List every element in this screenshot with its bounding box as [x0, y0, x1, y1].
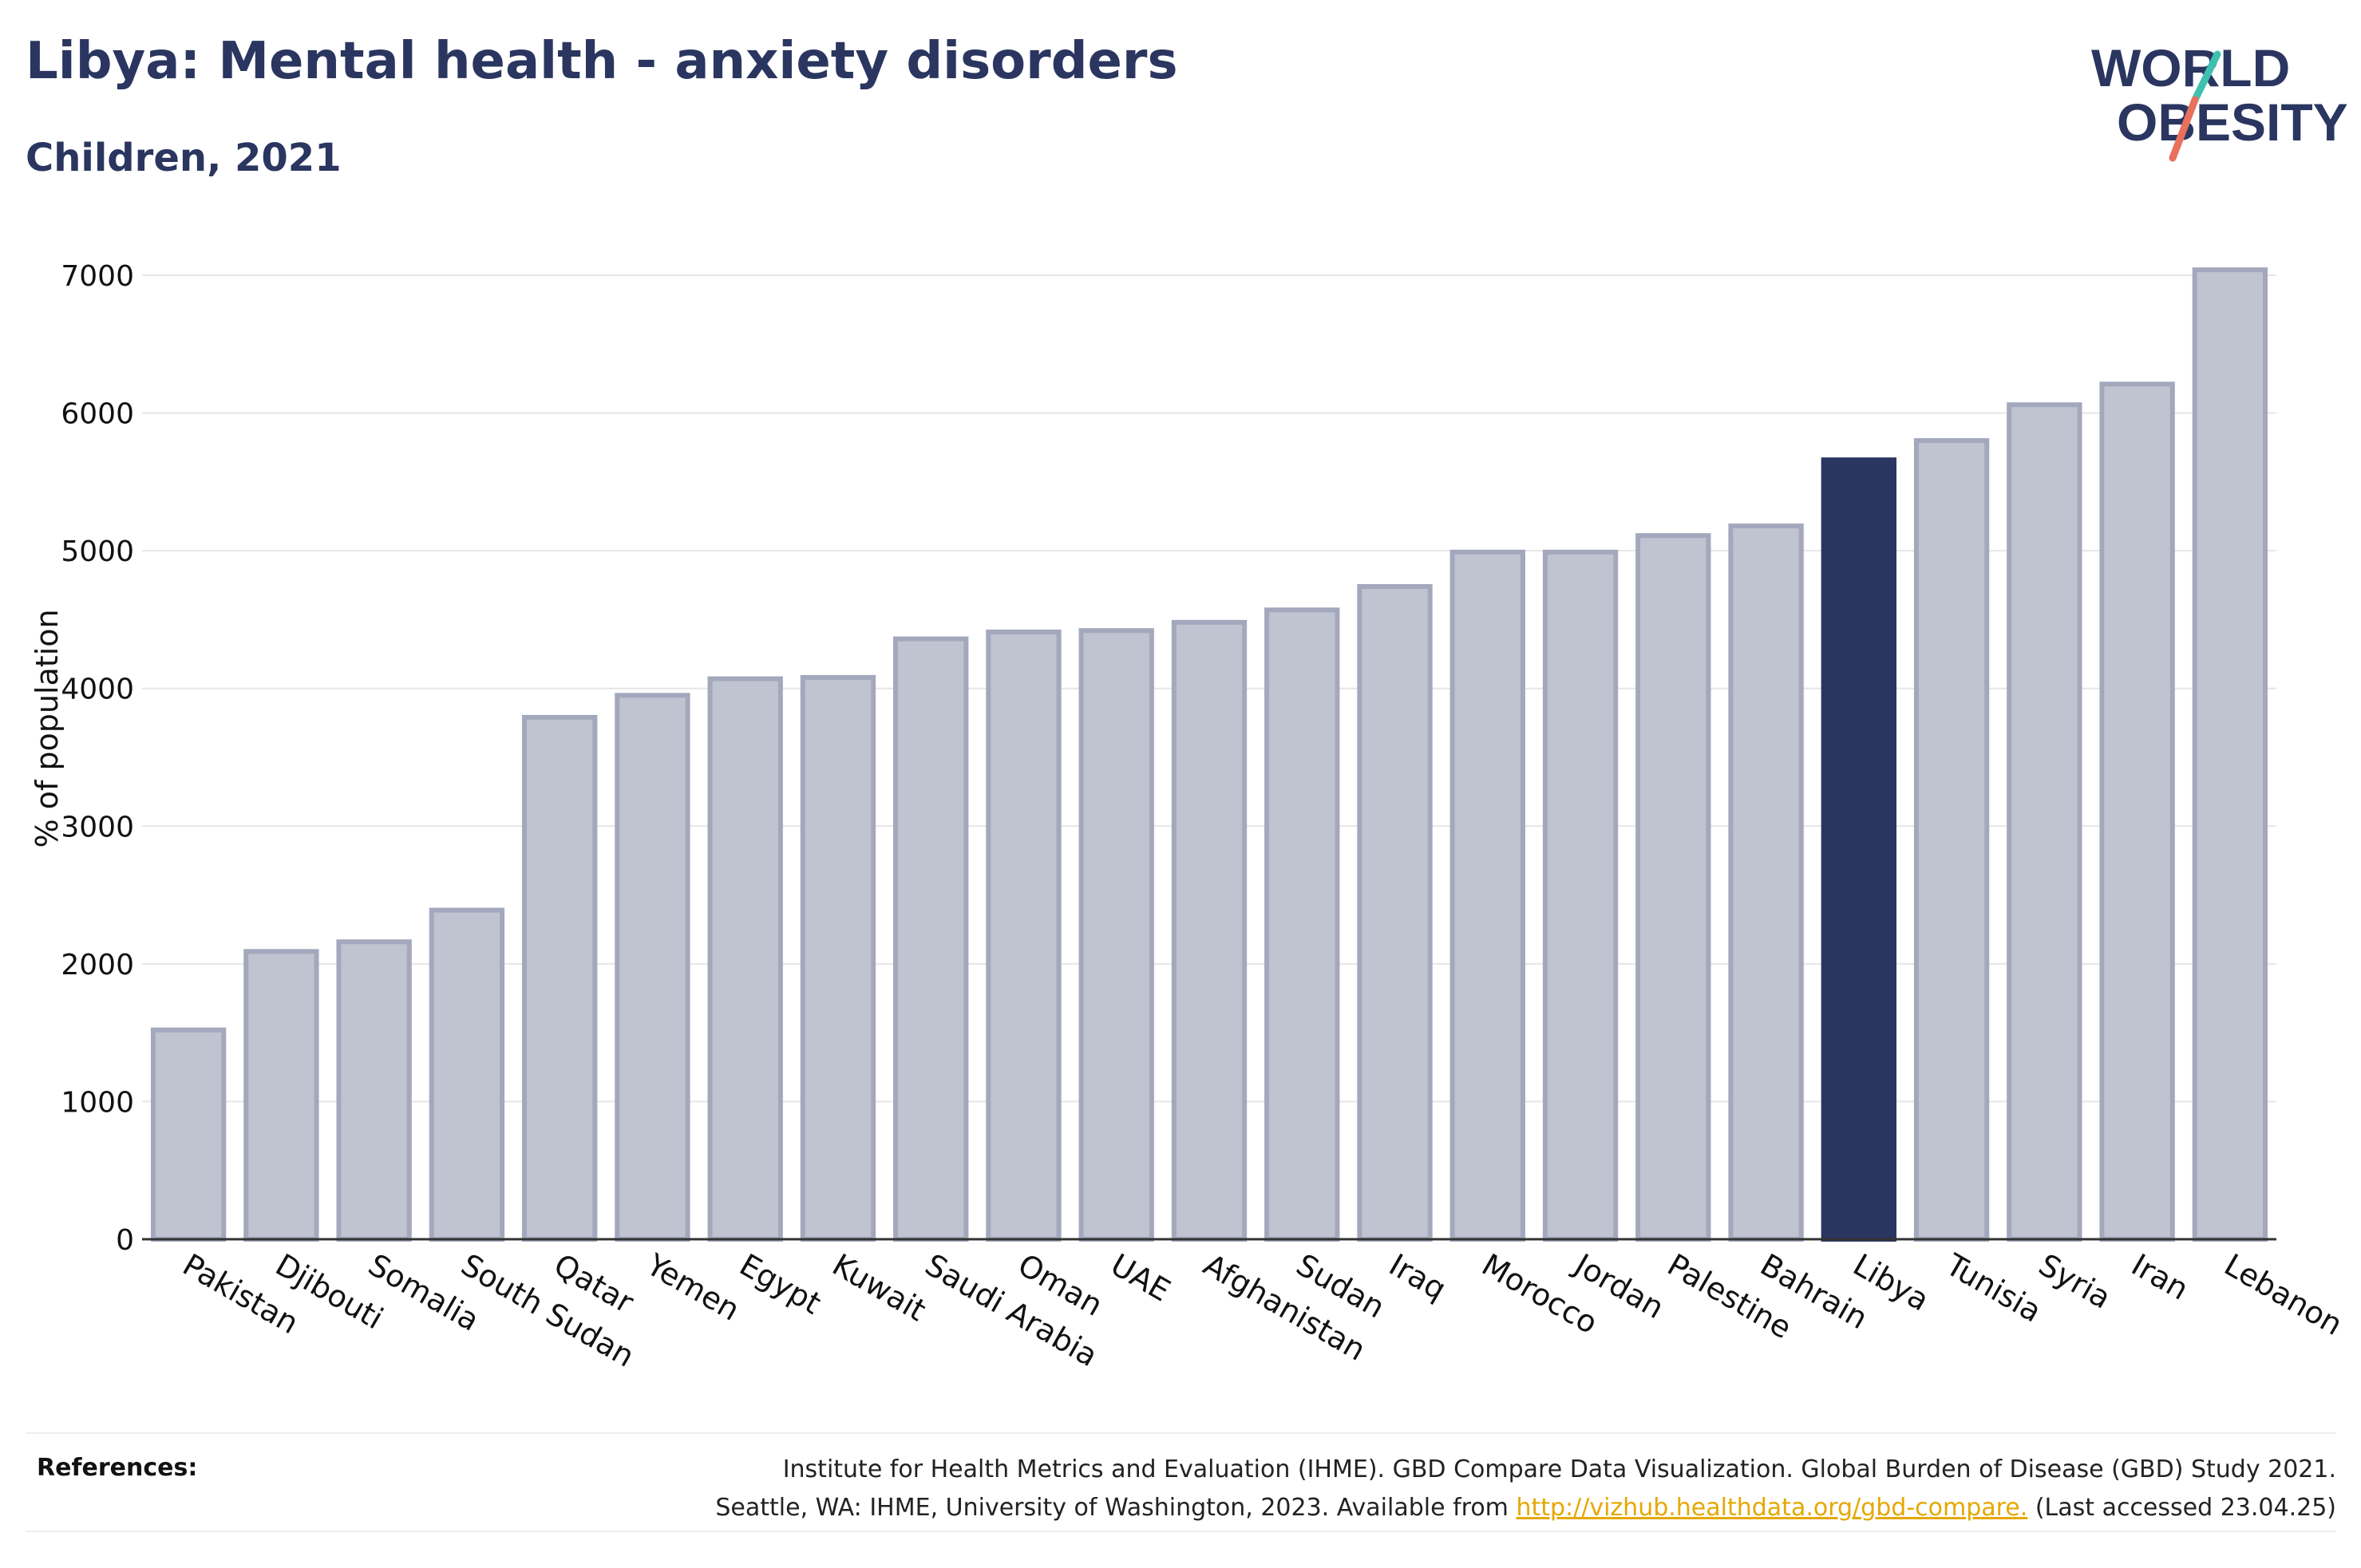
references-text: Institute for Health Metrics and Evaluat…: [500, 1451, 2336, 1527]
logo-slash-teal: [2191, 50, 2221, 104]
footer-divider-top: [26, 1432, 2336, 1434]
references-line-2-suffix: (Last accessed 23.04.25): [2027, 1494, 2336, 1522]
y-tick-labels: 0 1000 2000 3000 4000 5000 6000 7000: [61, 260, 134, 1257]
y-tick-label-5000: 5000: [61, 535, 134, 568]
x-tick-label-iran: Iran: [2126, 1247, 2194, 1307]
bar-egypt: [707, 676, 783, 1242]
bar-syria: [2007, 402, 2082, 1242]
y-axis-label: % of population: [30, 609, 65, 847]
y-tick-label-1000: 1000: [61, 1086, 134, 1119]
bar-palestine: [1635, 533, 1711, 1242]
bar-morocco: [1449, 549, 1525, 1242]
x-tick-label-iraq: Iraq: [1383, 1247, 1452, 1307]
bar-oman: [986, 629, 1062, 1242]
bar-jordan: [1542, 549, 1619, 1242]
x-tick-label-syria: Syria: [2033, 1247, 2117, 1316]
y-tick-label-6000: 6000: [61, 398, 134, 431]
bar-uae: [1078, 628, 1154, 1242]
x-tick-label-egypt: Egypt: [734, 1247, 827, 1321]
bar-kuwait: [800, 674, 876, 1242]
references-line-2: Seattle, WA: IHME, University of Washing…: [500, 1489, 2336, 1527]
footer-divider-bottom: [26, 1530, 2336, 1532]
bar-bahrain: [1728, 523, 1804, 1242]
y-tick-label-7000: 7000: [61, 260, 134, 293]
references-line-2-prefix: Seattle, WA: IHME, University of Washing…: [715, 1494, 1517, 1522]
gbd-compare-link[interactable]: http://vizhub.healthdata.org/gbd-compare…: [1516, 1494, 2028, 1522]
bars: [150, 267, 2268, 1242]
x-tick-label-uae: UAE: [1105, 1247, 1176, 1309]
chart-title: Libya: Mental health - anxiety disorders: [26, 32, 1178, 91]
world-obesity-logo: WORLD OBESITY: [2091, 38, 2347, 162]
references-line-1: Institute for Health Metrics and Evaluat…: [782, 1455, 2336, 1483]
y-tick-label-3000: 3000: [61, 811, 134, 843]
logo-word-obesity: OBESITY: [2117, 93, 2347, 152]
chart-subtitle: Children, 2021: [26, 136, 342, 180]
references-label: References:: [37, 1454, 198, 1482]
x-tick-label-tunisia: Tunisia: [1940, 1246, 2047, 1329]
bar-sudan: [1264, 607, 1340, 1242]
bar-iraq: [1357, 584, 1433, 1242]
bar-chart: 0 1000 2000 3000 4000 5000 6000 7000 PakistanDj…: [30, 260, 2349, 1374]
x-tick-label-yemen: Yemen: [640, 1246, 745, 1328]
y-tick-label-0: 0: [116, 1224, 134, 1257]
bar-libya: [1821, 457, 1897, 1242]
bar-south-sudan: [429, 907, 505, 1242]
y-tick-label-2000: 2000: [61, 949, 134, 981]
bar-qatar: [521, 714, 598, 1242]
x-tick-label-kuwait: Kuwait: [826, 1247, 931, 1329]
bar-afghanistan: [1171, 619, 1248, 1242]
bar-saudi-arabia: [893, 636, 969, 1242]
bar-yemen: [615, 693, 690, 1242]
bar-lebanon: [2192, 267, 2268, 1242]
bar-djibouti: [243, 949, 319, 1242]
x-tick-label-lebanon: Lebanon: [2218, 1247, 2348, 1342]
logo-slash-coral: [2169, 96, 2199, 162]
bar-iran: [2099, 381, 2175, 1242]
bar-somalia: [336, 939, 412, 1242]
bar-pakistan: [150, 1027, 227, 1242]
bar-tunisia: [1913, 438, 1990, 1242]
y-tick-label-4000: 4000: [61, 673, 134, 706]
logo-word-world: WORLD: [2091, 38, 2290, 97]
